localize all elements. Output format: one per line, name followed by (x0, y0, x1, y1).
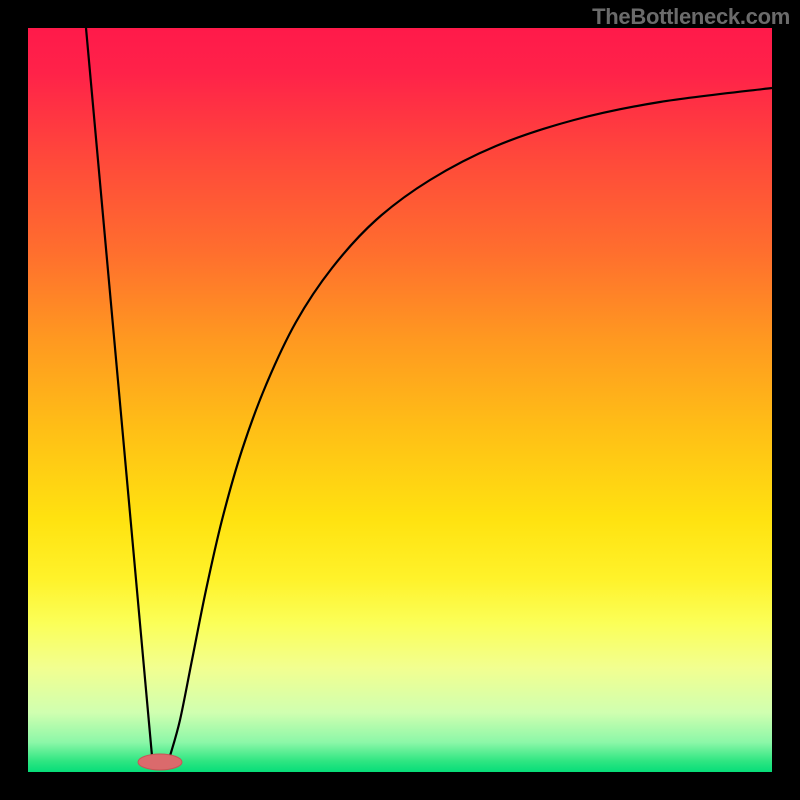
gradient-background (28, 28, 772, 772)
bottleneck-chart (0, 0, 800, 800)
chart-container: TheBottleneck.com (0, 0, 800, 800)
optimal-point-marker (138, 754, 182, 770)
watermark-text: TheBottleneck.com (592, 4, 790, 30)
